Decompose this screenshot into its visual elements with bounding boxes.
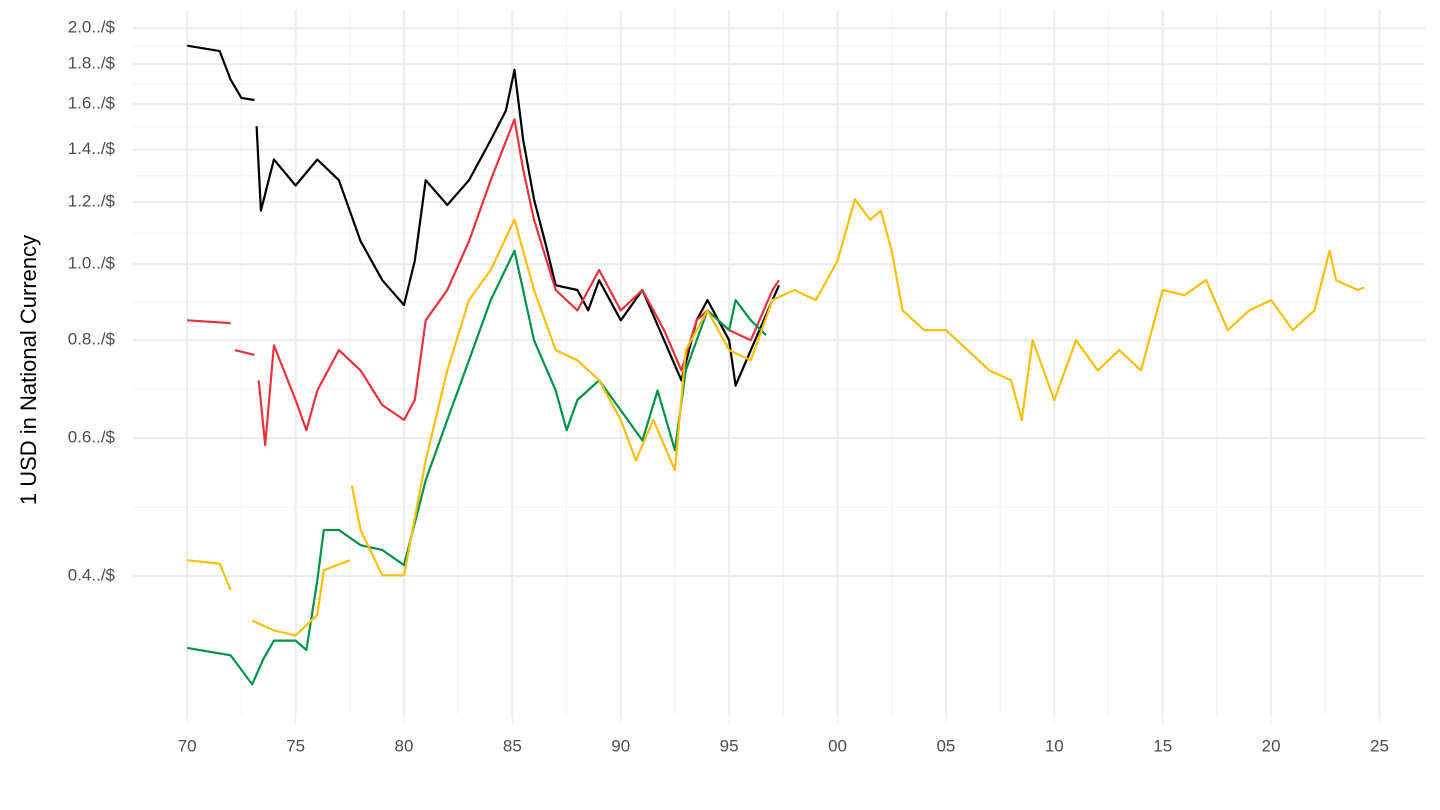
series-line: [187, 249, 767, 686]
x-tick-label: 75: [286, 736, 305, 755]
x-tick-label: 20: [1262, 736, 1281, 755]
y-tick-label: 1.2../$: [68, 192, 116, 211]
x-tick-label: 00: [828, 736, 847, 755]
y-tick-label: 1.0../$: [68, 254, 116, 273]
y-tick-label: 0.8../$: [68, 330, 116, 349]
y-tick-label: 0.6../$: [68, 428, 116, 447]
y-tick-label: 0.4../$: [68, 566, 116, 585]
x-tick-label: 70: [178, 736, 197, 755]
y-axis-title: 1 USD in National Currency: [16, 235, 41, 505]
series-line: [187, 118, 780, 447]
x-tick-label: 10: [1045, 736, 1064, 755]
x-tick-label: 25: [1370, 736, 1389, 755]
y-tick-label: 1.8../$: [68, 54, 116, 73]
x-tick-label: 05: [936, 736, 955, 755]
lines: [187, 44, 1365, 686]
series-line: [187, 198, 1365, 637]
x-tick-label: 90: [611, 736, 630, 755]
x-tick-label: 95: [720, 736, 739, 755]
grid: [133, 10, 1425, 715]
x-tick-label: 15: [1153, 736, 1172, 755]
y-tick-label: 2.0../$: [68, 18, 116, 37]
x-tick-label: 80: [395, 736, 414, 755]
series-line: [187, 44, 781, 387]
x-tick-label: 85: [503, 736, 522, 755]
y-tick-label: 1.6../$: [68, 94, 116, 113]
y-tick-label: 1.4../$: [68, 139, 116, 158]
